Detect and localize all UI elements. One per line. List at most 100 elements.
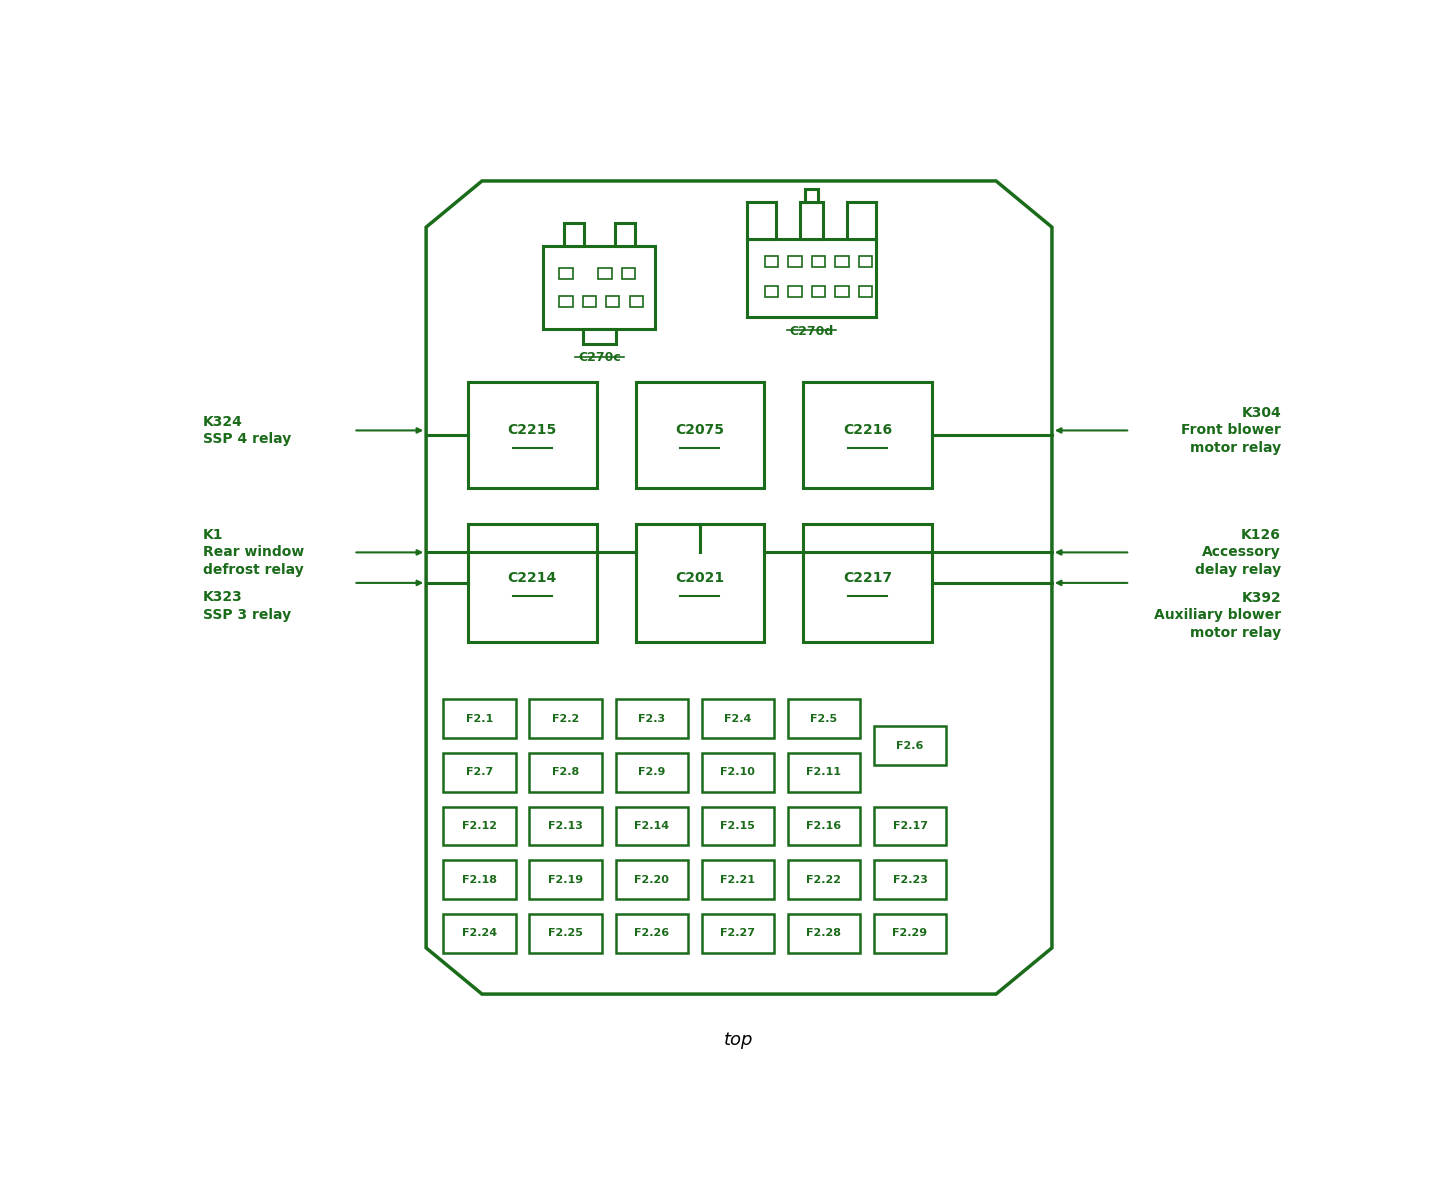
Text: F2.8: F2.8 — [552, 767, 580, 778]
Text: F2.15: F2.15 — [721, 821, 756, 830]
Bar — [803, 523, 932, 642]
Bar — [812, 256, 825, 266]
Text: K324
SSP 4 relay: K324 SSP 4 relay — [202, 415, 291, 446]
Polygon shape — [427, 181, 1051, 994]
Bar — [529, 860, 603, 899]
Bar — [805, 188, 819, 202]
Bar — [702, 913, 774, 953]
Bar — [747, 202, 776, 239]
Bar — [803, 382, 932, 488]
Bar — [444, 806, 516, 845]
Bar — [789, 287, 802, 298]
Bar — [787, 752, 861, 792]
Text: F2.22: F2.22 — [806, 875, 842, 884]
Bar — [787, 700, 861, 738]
Bar — [858, 256, 872, 266]
Bar — [812, 287, 825, 298]
Bar — [702, 752, 774, 792]
Text: K323
SSP 3 relay: K323 SSP 3 relay — [202, 590, 291, 622]
Text: F2.5: F2.5 — [810, 714, 838, 724]
Bar — [564, 222, 584, 246]
Bar — [874, 726, 946, 764]
Bar — [469, 382, 597, 488]
Bar — [616, 752, 688, 792]
Text: F2.17: F2.17 — [893, 821, 927, 830]
Text: C2214: C2214 — [508, 571, 557, 586]
Text: F2.6: F2.6 — [897, 740, 924, 750]
Bar — [559, 295, 572, 307]
Bar — [469, 523, 597, 642]
Bar — [874, 806, 946, 845]
Text: C270c: C270c — [578, 350, 620, 364]
Text: F2.29: F2.29 — [893, 928, 927, 938]
Bar — [529, 913, 603, 953]
Text: C2216: C2216 — [844, 424, 893, 438]
Bar — [598, 268, 611, 278]
Text: F2.24: F2.24 — [463, 928, 497, 938]
Bar — [630, 295, 643, 307]
Text: F2.23: F2.23 — [893, 875, 927, 884]
Bar — [616, 860, 688, 899]
Bar — [614, 222, 634, 246]
Bar — [583, 329, 616, 343]
Text: F2.10: F2.10 — [721, 767, 756, 778]
Bar — [702, 806, 774, 845]
Bar — [846, 202, 875, 239]
Bar — [702, 860, 774, 899]
Text: C2217: C2217 — [844, 571, 893, 586]
Bar — [787, 806, 861, 845]
Bar — [636, 382, 764, 488]
Text: F2.16: F2.16 — [806, 821, 842, 830]
Text: F2.21: F2.21 — [721, 875, 756, 884]
Bar — [800, 202, 823, 239]
Bar — [747, 239, 875, 317]
Text: F2.9: F2.9 — [639, 767, 666, 778]
Bar — [858, 287, 872, 298]
Bar — [702, 700, 774, 738]
Text: C270d: C270d — [790, 325, 833, 337]
Text: C2215: C2215 — [508, 424, 557, 438]
Bar — [583, 295, 596, 307]
Bar — [787, 913, 861, 953]
Text: F2.27: F2.27 — [721, 928, 756, 938]
Bar — [835, 256, 848, 266]
Text: F2.26: F2.26 — [634, 928, 669, 938]
Text: F2.13: F2.13 — [548, 821, 583, 830]
Text: F2.3: F2.3 — [639, 714, 665, 724]
Bar — [764, 287, 779, 298]
Bar — [444, 752, 516, 792]
Bar — [616, 913, 688, 953]
Text: F2.11: F2.11 — [806, 767, 842, 778]
Text: K1
Rear window
defrost relay: K1 Rear window defrost relay — [202, 528, 304, 577]
Bar — [444, 913, 516, 953]
Bar — [544, 246, 655, 329]
Bar — [764, 256, 779, 266]
Bar — [529, 752, 603, 792]
Bar — [787, 860, 861, 899]
Text: F2.2: F2.2 — [552, 714, 580, 724]
Text: F2.14: F2.14 — [634, 821, 669, 830]
Text: F2.4: F2.4 — [724, 714, 751, 724]
Text: F2.12: F2.12 — [463, 821, 497, 830]
Text: top: top — [724, 1031, 754, 1049]
Text: F2.28: F2.28 — [806, 928, 842, 938]
Bar — [874, 913, 946, 953]
Bar — [874, 860, 946, 899]
Text: C2075: C2075 — [675, 424, 724, 438]
Bar — [616, 700, 688, 738]
Bar — [835, 287, 848, 298]
Bar — [636, 523, 764, 642]
Bar — [606, 295, 620, 307]
Text: F2.7: F2.7 — [466, 767, 493, 778]
Text: F2.20: F2.20 — [634, 875, 669, 884]
Text: F2.1: F2.1 — [466, 714, 493, 724]
Bar — [529, 700, 603, 738]
Bar — [616, 806, 688, 845]
Text: C2021: C2021 — [675, 571, 724, 586]
Text: F2.19: F2.19 — [548, 875, 584, 884]
Bar — [789, 256, 802, 266]
Bar — [444, 700, 516, 738]
Bar — [529, 806, 603, 845]
Text: K392
Auxiliary blower
motor relay: K392 Auxiliary blower motor relay — [1154, 590, 1280, 640]
Bar — [559, 268, 572, 278]
